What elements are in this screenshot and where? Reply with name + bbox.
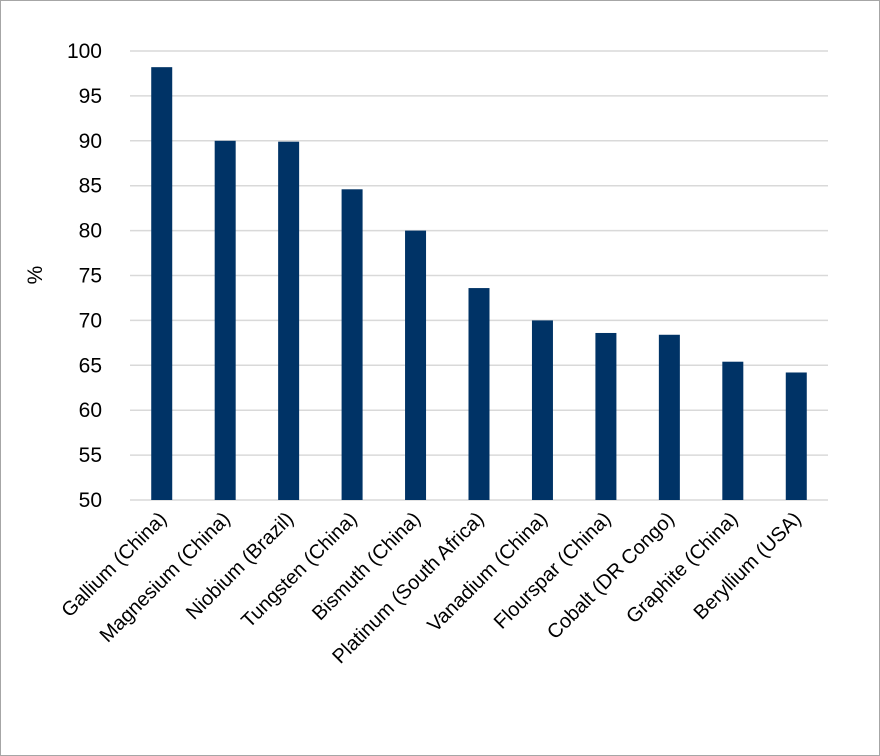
bar — [785, 372, 807, 500]
y-tick-label: 90 — [79, 130, 102, 153]
bar — [151, 67, 173, 500]
y-tick-label: 50 — [79, 489, 102, 512]
x-tick-label: Vanadium (China) — [423, 508, 551, 636]
y-axis-ticks: 50 55 60 65 70 75 80 85 90 95 100 — [67, 40, 102, 512]
y-tick-label: 75 — [79, 265, 102, 288]
x-tick-label: Flourspar (China) — [490, 508, 616, 634]
y-tick-label: 55 — [79, 444, 102, 467]
y-tick-label: 95 — [79, 85, 102, 108]
y-tick-label: 85 — [79, 175, 102, 198]
bar — [278, 141, 300, 500]
y-tick-label: 60 — [79, 399, 102, 422]
bar — [722, 361, 744, 500]
bar — [214, 140, 236, 501]
x-tick-label: Niobium (Brazil) — [182, 508, 298, 624]
x-tick-label: Tungsten (China) — [237, 508, 361, 632]
y-tick-label: 80 — [79, 220, 102, 243]
x-tick-label: Graphite (China) — [622, 508, 742, 628]
y-tick-label: 100 — [67, 40, 102, 63]
gridlines — [130, 50, 828, 501]
x-tick-label: Beryllium (USA) — [690, 508, 806, 624]
bar — [341, 189, 363, 501]
bar — [468, 288, 490, 500]
y-tick-label: 65 — [79, 354, 102, 377]
bar — [658, 334, 680, 500]
x-tick-label: Bismuth (China) — [308, 508, 425, 625]
x-tick-label: Gallium (China) — [57, 508, 171, 622]
y-axis-label: % — [24, 266, 47, 285]
bar — [405, 230, 427, 500]
bar — [531, 320, 553, 500]
bar — [595, 332, 617, 500]
x-axis-labels: Gallium (China)Magnesium (China)Niobium … — [57, 508, 805, 668]
y-tick-label: 70 — [79, 309, 102, 332]
bars — [151, 67, 807, 501]
